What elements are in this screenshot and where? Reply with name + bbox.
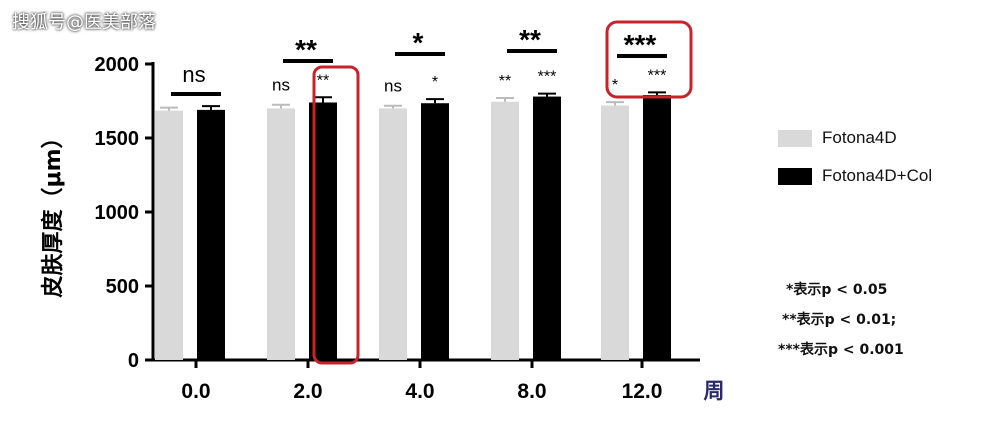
x-tick-label: 12.0 [622, 380, 663, 403]
comparison-label: ** [519, 24, 541, 55]
legend-label-fotona4d: Fotona4D [822, 128, 897, 147]
bar-significance-label: ** [499, 73, 511, 90]
bar-significance-label: ns [384, 77, 402, 96]
y-axis-label: 皮肤厚度（μm） [40, 126, 66, 297]
legend-item-fotona4d-col: Fotona4D+Col [778, 163, 932, 189]
bar [533, 96, 561, 360]
bar [491, 101, 519, 361]
bar-significance-label: ns [272, 76, 290, 95]
bar [379, 108, 407, 361]
bar [267, 108, 295, 361]
legend-swatch-fotona4d [778, 129, 812, 147]
bar [421, 103, 449, 360]
axes: 0 500 1000 1500 2000 0.0 2.0 4.0 8.0 12.0 周 皮肤厚度（μm… [40, 54, 725, 403]
highlight-box-2-0 [312, 65, 360, 365]
comparison-label: *** [624, 29, 657, 60]
comparison-label: ns [182, 62, 205, 87]
bar [197, 109, 225, 360]
note-p005: *表示p < 0.05 [786, 282, 888, 298]
significance-notes: *表示p < 0.05 **表示p < 0.01; ***表示p < 0.001 [778, 280, 904, 370]
bar-significance-label: * [612, 77, 618, 94]
x-tick-label: 0.0 [181, 380, 210, 403]
bars [155, 91, 671, 361]
x-tick-label: 4.0 [405, 380, 434, 403]
y-tick-label: 2000 [95, 54, 140, 76]
y-tick-label: 0 [128, 350, 139, 372]
y-tick-label: 1000 [95, 202, 140, 224]
x-tick-label: 8.0 [517, 380, 546, 403]
bar-significance-label: ** [317, 72, 329, 89]
bar [155, 110, 183, 361]
watermark: 搜狐号@医美部落 [12, 12, 156, 33]
bar-significance-label: *** [538, 69, 557, 86]
bar-significance-label: * [432, 74, 438, 91]
bar [643, 95, 671, 360]
legend-swatch-fotona4d-col [778, 167, 812, 185]
bar [601, 105, 629, 360]
x-unit-label: 周 [704, 379, 725, 403]
legend-label-fotona4d-col: Fotona4D+Col [822, 166, 933, 185]
highlight-box-12-0 [605, 20, 693, 99]
legend: Fotona4D Fotona4D+Col [778, 125, 932, 201]
comparison-label: * [413, 27, 424, 58]
annotations: ns ns ****ns **** ************ [171, 20, 693, 365]
y-tick-label: 500 [106, 276, 139, 298]
note-p0001: ***表示p < 0.001 [778, 342, 904, 358]
legend-item-fotona4d: Fotona4D [778, 125, 932, 151]
comparison-label: ** [295, 34, 317, 65]
x-tick-label: 2.0 [293, 380, 322, 403]
note-p001: **表示p < 0.01; [782, 312, 897, 328]
y-tick-label: 1500 [95, 128, 140, 150]
bar-significance-label: *** [648, 67, 667, 84]
